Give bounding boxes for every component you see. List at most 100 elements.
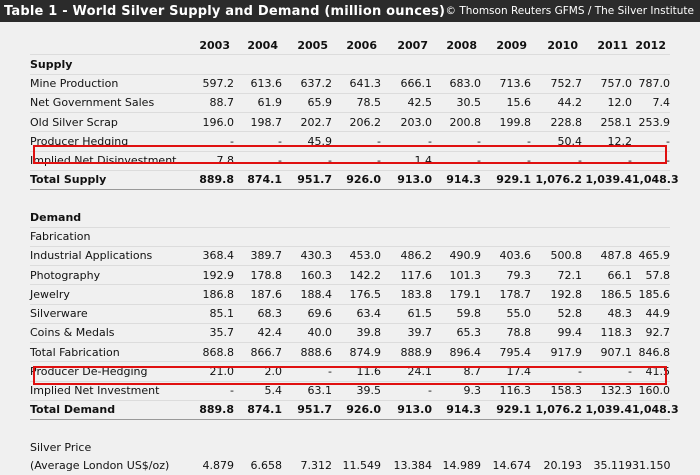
- value-cell: 42.4: [234, 323, 282, 344]
- value-cell: 63.1: [282, 381, 332, 401]
- value-cell: [632, 208, 670, 228]
- table-header-bar: Table 1 - World Silver Supply and Demand…: [0, 0, 700, 22]
- value-cell: [282, 54, 332, 75]
- spacer-row: [30, 420, 670, 439]
- year-header: 2011: [582, 36, 632, 56]
- value-cell: 683.0: [432, 74, 481, 94]
- value-cell: 907.1: [582, 342, 632, 363]
- value-cell: 888.9: [381, 342, 432, 363]
- value-cell: 500.8: [531, 246, 582, 267]
- table-row: Mine Production 597.2 613.6 637.2 641.3 666.1…: [30, 74, 670, 94]
- value-cell: 490.9: [432, 246, 481, 267]
- value-cell: [282, 227, 332, 247]
- row-label: Coins & Medals: [30, 323, 190, 344]
- value-cell: 40.0: [282, 323, 332, 344]
- value-cell: 951.7: [282, 400, 332, 421]
- value-cell: [234, 438, 282, 456]
- row-label: Implied Net Disinvestment: [30, 151, 190, 171]
- value-cell: [632, 227, 670, 247]
- value-cell: [582, 227, 632, 247]
- value-cell: [282, 208, 332, 228]
- value-cell: 866.7: [234, 342, 282, 363]
- value-cell: 913.0: [381, 170, 432, 191]
- table-row: Old Silver Scrap 196.0 198.7 202.7 206.2 203.…: [30, 112, 670, 133]
- value-cell: 176.5: [332, 284, 381, 305]
- value-cell: [332, 438, 381, 456]
- year-header-row: 2003 2004 2005 2006 2007 2008 2009 2010 2011 2012: [30, 36, 670, 56]
- value-cell: [582, 420, 632, 439]
- value-cell: [531, 438, 582, 456]
- value-cell: 914.3: [432, 170, 481, 191]
- value-cell: -: [190, 131, 234, 152]
- value-cell: -: [481, 151, 531, 171]
- section-supply: Supply: [30, 54, 670, 75]
- value-cell: [234, 208, 282, 228]
- value-cell: 45.9: [282, 131, 332, 152]
- value-cell: 42.5: [381, 93, 432, 114]
- value-cell: -: [234, 131, 282, 152]
- value-cell: [531, 208, 582, 228]
- value-cell: [381, 438, 432, 456]
- table-row: Total Fabrication 868.8 866.7 888.6 874.9 888…: [30, 342, 670, 363]
- value-cell: 178.7: [481, 284, 531, 305]
- value-cell: 192.9: [190, 265, 234, 286]
- value-cell: [381, 227, 432, 247]
- row-label: [30, 190, 190, 209]
- value-cell: 41.5: [632, 361, 670, 382]
- value-cell: 13.384: [393, 459, 433, 473]
- table-row: Industrial Applications 368.4 389.7 430.3 45…: [30, 246, 670, 267]
- row-label: Mine Production: [30, 74, 190, 94]
- value-cell: 889.8: [190, 170, 234, 191]
- value-cell: [632, 438, 670, 456]
- value-cell: 1,039.4: [582, 170, 632, 191]
- value-cell: 30.5: [432, 93, 481, 114]
- year-header: 2012: [632, 36, 670, 56]
- value-cell: 52.8: [531, 304, 582, 324]
- value-cell: [332, 208, 381, 228]
- value-cell: [282, 438, 332, 456]
- value-cell: 203.0: [381, 112, 432, 133]
- table-row: Implied Net Investment -5.4 63.1 39.5-9.3 11…: [30, 381, 670, 401]
- value-cell: [632, 54, 670, 75]
- table-row: Jewelry 186.8 187.6 188.4 176.5 183.8 179.1 178…: [30, 284, 670, 305]
- value-cell: 929.1: [481, 400, 531, 421]
- value-cell: [190, 54, 234, 75]
- value-cell: 4.879: [202, 459, 235, 473]
- value-cell: [190, 208, 234, 228]
- value-cell: 50.4: [531, 131, 582, 152]
- value-cell: 11.549: [342, 459, 382, 473]
- value-cell: [632, 190, 670, 209]
- value-cell: 713.6: [481, 74, 531, 94]
- value-cell: 868.8: [190, 342, 234, 363]
- table-row: Producer De-Hedging 21.0 2.0-11.6 24.1 8.7 17…: [30, 361, 670, 382]
- value-cell: 787.0: [632, 74, 670, 94]
- value-cell: 132.3: [582, 381, 632, 401]
- value-cell: 21.0: [190, 361, 234, 382]
- value-cell: [282, 420, 332, 439]
- value-cell: 48.3: [582, 304, 632, 324]
- value-cell: 35.7: [190, 323, 234, 344]
- value-cell: 757.0: [582, 74, 632, 94]
- value-cell: [432, 190, 481, 209]
- value-cell: 5.4: [234, 381, 282, 401]
- value-cell: 951.7: [282, 170, 332, 191]
- value-cell: 186.5: [582, 284, 632, 305]
- value-cell: 178.8: [234, 265, 282, 286]
- value-cell: 7.8: [190, 151, 234, 171]
- value-cell: 79.3: [481, 265, 531, 286]
- value-cell: [432, 438, 481, 456]
- value-cell: -: [381, 131, 432, 152]
- value-cell: 199.8: [481, 112, 531, 133]
- value-cell: 896.4: [432, 342, 481, 363]
- value-cell: 39.5: [332, 381, 381, 401]
- value-cell: 160.0: [632, 381, 670, 401]
- value-cell: 368.4: [190, 246, 234, 267]
- value-cell: [432, 227, 481, 247]
- value-cell: [332, 190, 381, 209]
- value-cell: 874.9: [332, 342, 381, 363]
- value-cell: -: [190, 381, 234, 401]
- value-cell: 99.4: [531, 323, 582, 344]
- value-cell: 160.3: [282, 265, 332, 286]
- supply-demand-table: 2003 2004 2005 2006 2007 2008 2009 2010 2011 2012…: [30, 36, 679, 475]
- value-cell: [234, 420, 282, 439]
